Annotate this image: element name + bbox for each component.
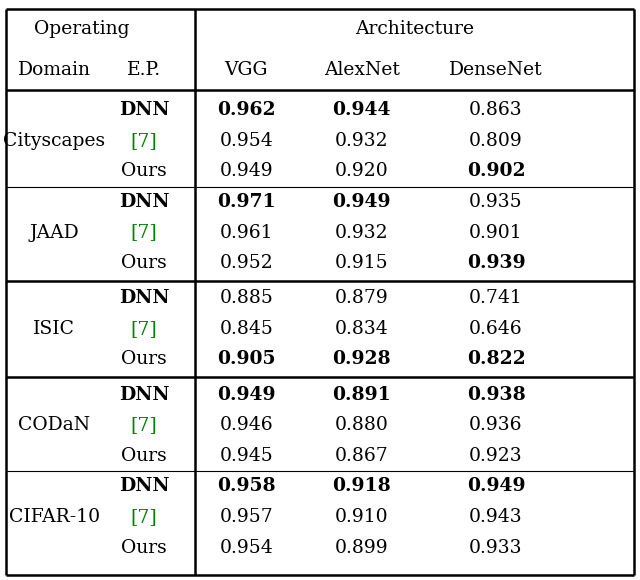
Text: 0.954: 0.954 — [220, 539, 273, 557]
Text: 0.741: 0.741 — [469, 289, 523, 307]
Text: 0.939: 0.939 — [467, 254, 525, 272]
Text: 0.880: 0.880 — [335, 416, 388, 434]
Text: CIFAR-10: CIFAR-10 — [9, 508, 100, 526]
Text: 0.961: 0.961 — [220, 223, 273, 241]
Text: 0.863: 0.863 — [469, 101, 523, 119]
Text: 0.945: 0.945 — [220, 447, 273, 465]
Text: 0.891: 0.891 — [332, 386, 391, 404]
Text: 0.809: 0.809 — [469, 132, 523, 150]
Text: 0.845: 0.845 — [220, 320, 273, 338]
Text: ISIC: ISIC — [33, 320, 76, 338]
Text: Domain: Domain — [18, 61, 91, 79]
Text: 0.918: 0.918 — [332, 477, 391, 495]
Text: [7]: [7] — [131, 223, 157, 241]
Text: 0.932: 0.932 — [335, 223, 388, 241]
Text: 0.971: 0.971 — [217, 193, 276, 211]
Text: 0.938: 0.938 — [467, 386, 525, 404]
Text: 0.834: 0.834 — [335, 320, 388, 338]
Text: [7]: [7] — [131, 508, 157, 526]
Text: Operating: Operating — [34, 20, 129, 38]
Text: E.P.: E.P. — [127, 61, 161, 79]
Text: DenseNet: DenseNet — [449, 61, 543, 79]
Text: Ours: Ours — [121, 350, 167, 368]
Text: 0.923: 0.923 — [469, 447, 523, 465]
Text: DNN: DNN — [119, 289, 169, 307]
Text: Ours: Ours — [121, 539, 167, 557]
Text: Cityscapes: Cityscapes — [3, 132, 106, 150]
Text: DNN: DNN — [119, 193, 169, 211]
Text: 0.899: 0.899 — [335, 539, 388, 557]
Text: 0.935: 0.935 — [469, 193, 523, 211]
Text: VGG: VGG — [225, 61, 268, 79]
Text: Ours: Ours — [121, 447, 167, 465]
Text: [7]: [7] — [131, 132, 157, 150]
Text: 0.949: 0.949 — [467, 477, 525, 495]
Text: 0.962: 0.962 — [217, 101, 276, 119]
Text: 0.915: 0.915 — [335, 254, 388, 272]
Text: 0.910: 0.910 — [335, 508, 388, 526]
Text: 0.928: 0.928 — [332, 350, 391, 368]
Text: DNN: DNN — [119, 477, 169, 495]
Text: 0.949: 0.949 — [220, 162, 273, 180]
Text: 0.822: 0.822 — [467, 350, 525, 368]
Text: 0.936: 0.936 — [469, 416, 523, 434]
Text: 0.646: 0.646 — [469, 320, 523, 338]
Text: 0.949: 0.949 — [217, 386, 276, 404]
Text: DNN: DNN — [119, 101, 169, 119]
Text: 0.932: 0.932 — [335, 132, 388, 150]
Text: 0.879: 0.879 — [335, 289, 388, 307]
Text: Ours: Ours — [121, 162, 167, 180]
Text: 0.949: 0.949 — [332, 193, 391, 211]
Text: 0.933: 0.933 — [469, 539, 523, 557]
Text: 0.905: 0.905 — [217, 350, 276, 368]
Text: [7]: [7] — [131, 320, 157, 338]
Text: 0.901: 0.901 — [469, 223, 523, 241]
Text: 0.867: 0.867 — [335, 447, 388, 465]
Text: 0.957: 0.957 — [220, 508, 273, 526]
Text: 0.946: 0.946 — [220, 416, 273, 434]
Text: 0.952: 0.952 — [220, 254, 273, 272]
Text: 0.885: 0.885 — [220, 289, 273, 307]
Text: JAAD: JAAD — [29, 223, 79, 241]
Text: 0.920: 0.920 — [335, 162, 388, 180]
Text: 0.958: 0.958 — [217, 477, 276, 495]
Text: [7]: [7] — [131, 416, 157, 434]
Text: 0.954: 0.954 — [220, 132, 273, 150]
Text: CODaN: CODaN — [19, 416, 90, 434]
Text: AlexNet: AlexNet — [324, 61, 399, 79]
Text: Ours: Ours — [121, 254, 167, 272]
Text: Architecture: Architecture — [355, 20, 474, 38]
Text: 0.943: 0.943 — [469, 508, 523, 526]
Text: 0.902: 0.902 — [467, 162, 525, 180]
Text: DNN: DNN — [119, 386, 169, 404]
Text: 0.944: 0.944 — [332, 101, 391, 119]
